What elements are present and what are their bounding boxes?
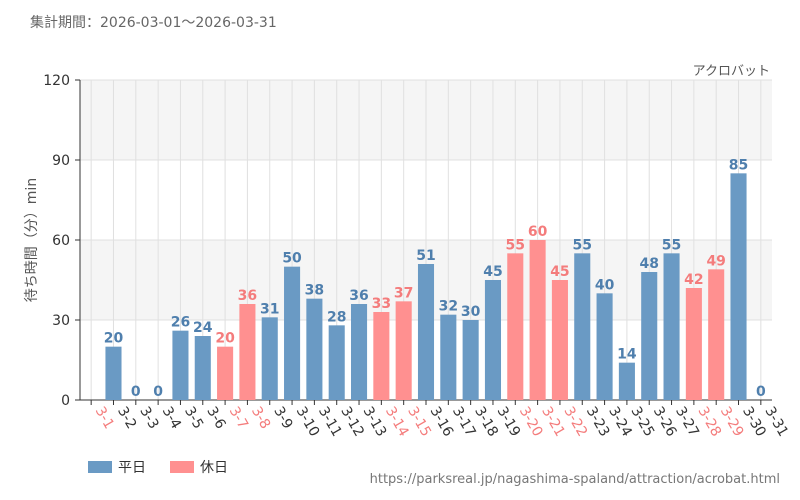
legend-swatch-holiday [170,461,194,473]
bar [239,304,256,400]
bar-value-label: 28 [327,309,346,325]
bar [105,346,122,400]
bar-value-label: 32 [439,299,458,315]
bar [663,253,680,400]
bar [440,314,457,400]
bar-value-label: 55 [662,237,681,253]
legend-item-weekday: 平日 [88,457,146,477]
bar [685,288,702,400]
bar-value-label: 55 [573,237,592,253]
bar [261,317,278,400]
chart-title: アクロバット [692,64,770,79]
legend-label-weekday: 平日 [118,460,146,476]
bar-value-label: 14 [617,347,637,363]
bar [373,312,390,400]
bar [194,336,211,400]
bar-value-label: 51 [416,248,435,264]
bar-value-label: 60 [528,224,548,240]
bar [462,320,479,400]
bar-value-label: 40 [595,277,615,293]
period-label: 集計期間：2026-03-01～2026-03-31 [30,15,277,31]
bar [284,266,301,400]
bar-value-label: 0 [153,384,163,400]
bar-value-label: 20 [104,331,124,347]
bar [417,264,435,400]
x-tick-label: 3-8 [248,404,273,432]
bar-value-label: 36 [349,288,368,304]
bar-value-label: 38 [305,283,324,299]
bar-value-label: 33 [372,296,391,312]
bar-value-label: 24 [193,320,213,336]
bar [708,269,725,400]
x-tick-label: 3-4 [159,404,184,432]
bar-value-label: 50 [282,251,302,267]
x-tick-label: 3-5 [181,404,206,432]
bar [217,346,234,400]
y-tick-label: 30 [52,313,70,329]
bar [395,301,412,400]
bar [596,293,613,400]
x-tick-labels: 3-13-23-33-43-53-63-73-83-93-103-113-123… [92,404,791,440]
bar [507,253,524,400]
bar-value-label: 45 [550,264,569,280]
bar-value-label: 37 [394,285,413,301]
bar [484,280,502,400]
bar [574,253,591,400]
x-tick-label: 3-3 [136,404,161,432]
bar [328,325,345,400]
bar [618,362,635,400]
bar [551,280,568,400]
legend: 平日 休日 [88,457,228,477]
bar [529,240,546,400]
legend-swatch-weekday [88,461,112,473]
y-tick-label: 60 [52,233,70,249]
legend-item-holiday: 休日 [170,457,228,477]
bar-value-label: 49 [706,253,725,269]
bar-value-label: 20 [215,331,235,347]
y-tick-label: 120 [43,73,70,89]
x-tick-label: 3-31 [761,404,791,440]
bar-value-label: 45 [483,264,502,280]
bar-value-label: 30 [461,304,481,320]
y-tick-label: 90 [52,153,70,169]
bar-value-label: 85 [729,157,748,173]
x-tick-label: 3-6 [203,404,228,432]
bar-value-label: 36 [238,288,257,304]
bars [105,173,747,400]
bar-value-label: 42 [684,272,703,288]
bar-value-label: 26 [171,315,190,331]
source-url[interactable]: https://parksreal.jp/nagashima-spaland/a… [369,472,780,487]
bar [306,298,323,400]
y-tick-label: 0 [61,393,70,409]
bar-value-label: 48 [639,256,658,272]
bar [730,173,747,400]
y-axis-label: 待ち時間（分）min [24,178,40,302]
grid-lines [80,79,772,401]
bar-value-label: 55 [506,237,525,253]
y-tick-labels: 0 30 60 90 120 [43,73,70,409]
legend-label-holiday: 休日 [200,460,228,476]
x-tick-label: 3-7 [226,404,251,432]
bar [641,272,658,400]
bar-value-label: 0 [131,384,141,400]
bar-value-label: 31 [260,301,279,317]
bar [172,330,189,400]
x-tick-label: 3-9 [270,404,295,432]
bar [350,304,368,400]
bar-value-label: 0 [756,384,766,400]
x-tick-label: 3-1 [92,404,117,432]
x-tick-label: 3-2 [114,404,139,432]
